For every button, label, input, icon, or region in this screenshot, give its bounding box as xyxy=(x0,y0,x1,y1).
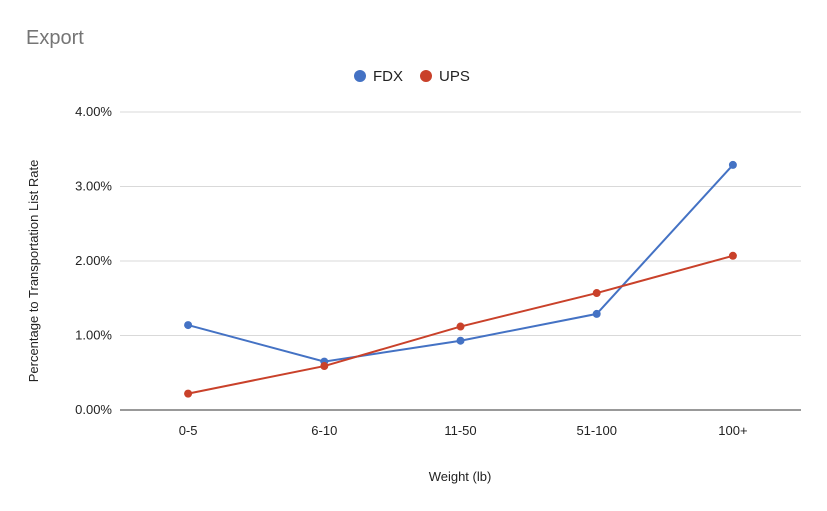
x-tick-label: 0-5 xyxy=(179,423,198,438)
x-tick-label: 11-50 xyxy=(444,423,476,438)
data-point-ups xyxy=(592,289,601,298)
legend-item-ups: UPS xyxy=(420,68,470,85)
legend-label: FDX xyxy=(373,68,403,85)
series-ups xyxy=(184,251,737,398)
data-point-ups xyxy=(320,362,329,371)
legend-label: UPS xyxy=(439,68,470,85)
chart-title: Export xyxy=(26,27,84,49)
x-axis-ticks: 0-5 6-10 11-50 51-100 100+ xyxy=(179,423,748,438)
gridlines xyxy=(120,111,801,411)
x-tick-label: 6-10 xyxy=(311,423,337,438)
series-line-fdx xyxy=(187,164,734,363)
data-point-fdx xyxy=(184,321,193,330)
legend: FDX UPS xyxy=(354,68,470,85)
data-point-ups xyxy=(184,389,193,398)
y-tick-label: 4.00% xyxy=(75,104,112,119)
y-axis-label: Percentage to Transportation List Rate xyxy=(26,160,41,383)
legend-marker-icon xyxy=(354,70,366,82)
x-tick-label: 100+ xyxy=(718,423,747,438)
data-point-ups xyxy=(728,251,737,260)
series-fdx xyxy=(184,160,737,366)
y-tick-label: 2.00% xyxy=(75,253,112,268)
y-tick-label: 1.00% xyxy=(75,328,112,343)
legend-marker-icon xyxy=(420,70,432,82)
y-tick-label: 0.00% xyxy=(75,402,112,417)
data-point-ups xyxy=(456,322,465,331)
data-point-fdx xyxy=(456,336,465,345)
data-point-fdx xyxy=(592,309,601,318)
x-axis-label: Weight (lb) xyxy=(429,469,492,484)
y-tick-label: 3.00% xyxy=(75,179,112,194)
y-axis-ticks: 0.00% 1.00% 2.00% 3.00% 4.00% xyxy=(75,104,112,417)
legend-item-fdx: FDX xyxy=(354,68,403,85)
series-group xyxy=(184,160,737,398)
x-tick-label: 51-100 xyxy=(576,423,616,438)
data-point-fdx xyxy=(728,160,737,169)
